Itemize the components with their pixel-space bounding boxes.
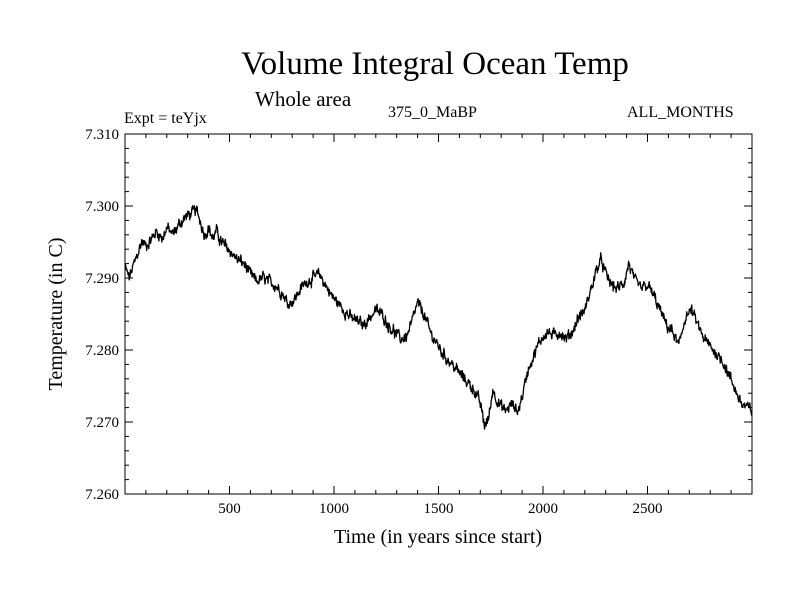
tick-labels: 7.260 7.270 7.280 7.290 7.300 7.310 500 1000 150… <box>85 127 662 517</box>
series-layer <box>124 205 753 430</box>
y-tick-label: 7.290 <box>85 271 119 287</box>
x-tick-label: 2500 <box>633 501 663 517</box>
experiment-label: Expt = teYjx <box>124 110 207 127</box>
axis-ticks <box>125 133 752 495</box>
y-tick-label: 7.280 <box>85 343 119 359</box>
x-tick-label: 2000 <box>528 501 558 517</box>
chart-subtitle: Whole area <box>255 87 352 111</box>
y-tick-label: 7.260 <box>85 487 119 503</box>
y-axis-label: Temperature (in C) <box>45 238 67 391</box>
x-tick-label: 500 <box>218 501 241 517</box>
plot-frame <box>124 133 753 495</box>
y-tick-label: 7.310 <box>85 127 119 143</box>
series-line <box>124 205 753 430</box>
months-label: ALL_MONTHS <box>627 104 734 121</box>
x-tick-label: 1500 <box>424 501 454 517</box>
x-axis-label: Time (in years since start) <box>334 526 542 548</box>
y-tick-label: 7.300 <box>85 199 119 215</box>
chart-title: Volume Integral Ocean Temp <box>241 46 629 82</box>
case-label: 375_0_MaBP <box>388 104 477 121</box>
x-tick-label: 1000 <box>319 501 349 517</box>
y-tick-label: 7.270 <box>85 415 119 431</box>
